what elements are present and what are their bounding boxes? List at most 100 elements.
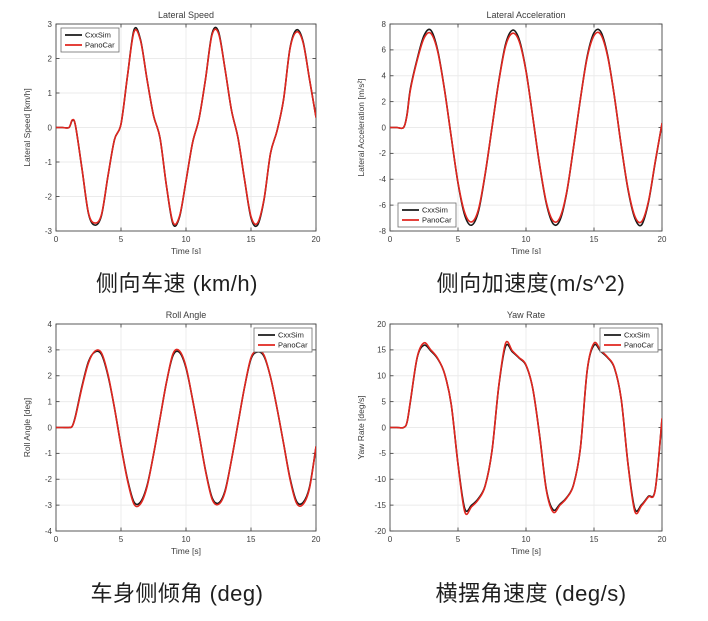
svg-text:3: 3 (48, 346, 53, 355)
svg-text:0: 0 (54, 235, 59, 244)
svg-text:0: 0 (382, 423, 387, 432)
svg-text:5: 5 (119, 235, 124, 244)
legend-label-cxxsim: CxxSim (624, 331, 650, 340)
tick-labels: 0 5 10 15 20 -3 -2 -1 0 1 2 3 (45, 20, 321, 244)
svg-text:0: 0 (382, 123, 387, 132)
series-lines (390, 28, 662, 227)
caption-lateral-speed: 侧向车速 (km/h) (96, 271, 258, 296)
caption-roll-angle: 车身侧倾角 (deg) (90, 581, 264, 606)
svg-text:10: 10 (182, 235, 191, 244)
tick-labels: 0 5 10 15 20 -20 -15 -10 -5 0 5 10 15 20 (374, 320, 667, 544)
svg-text:15: 15 (247, 535, 256, 544)
svg-text:-2: -2 (45, 475, 53, 484)
svg-text:-15: -15 (374, 501, 386, 510)
plot-grid (389, 23, 663, 232)
svg-text:2: 2 (48, 372, 53, 381)
svg-text:5: 5 (119, 535, 124, 544)
svg-text:5: 5 (456, 235, 461, 244)
svg-text:-2: -2 (379, 149, 387, 158)
svg-text:-6: -6 (379, 201, 387, 210)
subplot-lateral-acceleration: 0 5 10 15 20 -8 -6 -4 -2 0 2 4 6 8 Lateral Acceleratio… (354, 0, 708, 310)
series-lines (56, 26, 316, 228)
svg-text:10: 10 (182, 535, 191, 544)
svg-text:-3: -3 (45, 227, 53, 236)
chart-title: Lateral Speed (158, 10, 214, 20)
chart-title: Yaw Rate (507, 310, 545, 320)
plot-grid (55, 323, 317, 532)
svg-text:0: 0 (388, 235, 393, 244)
chart-lateral-speed: 0 5 10 15 20 -3 -2 -1 0 1 2 3 Lateral Speed Time [s] L… (22, 10, 321, 254)
svg-text:5: 5 (456, 535, 461, 544)
svg-text:-4: -4 (45, 527, 53, 536)
series-panocar-line (56, 348, 316, 508)
svg-text:-8: -8 (379, 227, 387, 236)
svg-text:20: 20 (312, 235, 321, 244)
svg-text:20: 20 (658, 535, 667, 544)
chart-title: Lateral Acceleration (486, 10, 565, 20)
caption-lateral-acceleration: 侧向加速度(m/s^2) (436, 271, 626, 296)
svg-text:0: 0 (388, 535, 393, 544)
svg-text:8: 8 (382, 20, 387, 29)
svg-text:-2: -2 (45, 192, 53, 201)
svg-text:15: 15 (247, 235, 256, 244)
series-lines (56, 348, 316, 508)
svg-text:1: 1 (48, 397, 53, 406)
svg-text:0: 0 (54, 535, 59, 544)
svg-text:0: 0 (48, 423, 53, 432)
plot-grid (55, 23, 317, 232)
chart-yaw-rate: 0 5 10 15 20 -20 -15 -10 -5 0 5 10 15 20 Yaw Rate Time … (356, 310, 667, 556)
chart-roll-angle: 0 5 10 15 20 -4 -3 -2 -1 0 1 2 3 4 Roll Angle Time [s] R… (22, 310, 321, 556)
y-axis-label: Lateral Acceleration [m/s²] (356, 78, 366, 176)
svg-text:3: 3 (48, 20, 53, 29)
x-axis-label: Time [s] (171, 246, 201, 254)
svg-text:10: 10 (377, 372, 386, 381)
svg-text:15: 15 (377, 346, 386, 355)
legend-label-cxxsim: CxxSim (278, 331, 304, 340)
svg-text:-3: -3 (45, 501, 53, 510)
svg-text:1: 1 (48, 89, 53, 98)
chart-title: Roll Angle (166, 310, 207, 320)
svg-text:10: 10 (522, 235, 531, 244)
svg-text:-10: -10 (374, 475, 386, 484)
svg-text:-4: -4 (379, 175, 387, 184)
caption-yaw-rate: 横摆角速度 (deg/s) (435, 581, 627, 606)
svg-text:15: 15 (590, 535, 599, 544)
series-panocar-line (390, 31, 662, 224)
x-axis-label: Time [s] (171, 546, 201, 556)
svg-text:10: 10 (522, 535, 531, 544)
svg-text:2: 2 (382, 97, 387, 106)
legend-label-cxxsim: CxxSim (85, 31, 111, 40)
subplot-yaw-rate: 0 5 10 15 20 -20 -15 -10 -5 0 5 10 15 20 Yaw Rate Time … (354, 310, 708, 621)
series-panocar-line (390, 340, 662, 516)
tick-labels: 0 5 10 15 20 -8 -6 -4 -2 0 2 4 6 8 (379, 20, 667, 244)
svg-text:0: 0 (48, 123, 53, 132)
subplot-roll-angle: 0 5 10 15 20 -4 -3 -2 -1 0 1 2 3 4 Roll Angle Time [s] R… (0, 310, 354, 621)
legend-label-cxxsim: CxxSim (422, 206, 448, 215)
subplot-lateral-speed: 0 5 10 15 20 -3 -2 -1 0 1 2 3 Lateral Speed Time [s] L… (0, 0, 354, 310)
y-axis-label: Lateral Speed [km/h] (22, 88, 32, 166)
x-axis-label: Time [s] (511, 246, 541, 254)
series-lines (390, 340, 662, 516)
plot-grid (389, 323, 663, 532)
svg-text:20: 20 (377, 320, 386, 329)
y-axis-label: Yaw Rate [deg/s] (356, 395, 366, 459)
svg-text:-5: -5 (379, 449, 387, 458)
tick-labels: 0 5 10 15 20 -4 -3 -2 -1 0 1 2 3 4 (45, 320, 321, 544)
svg-text:-20: -20 (374, 527, 386, 536)
svg-text:4: 4 (48, 320, 53, 329)
svg-text:5: 5 (382, 397, 387, 406)
legend-label-panocar: PanoCar (422, 216, 452, 225)
series-panocar-line (56, 28, 316, 226)
y-axis-label: Roll Angle [deg] (22, 398, 32, 458)
x-axis-label: Time [s] (511, 546, 541, 556)
svg-text:20: 20 (658, 235, 667, 244)
svg-text:4: 4 (382, 72, 387, 81)
svg-text:-1: -1 (45, 449, 53, 458)
svg-text:6: 6 (382, 46, 387, 55)
svg-text:15: 15 (590, 235, 599, 244)
svg-text:20: 20 (312, 535, 321, 544)
